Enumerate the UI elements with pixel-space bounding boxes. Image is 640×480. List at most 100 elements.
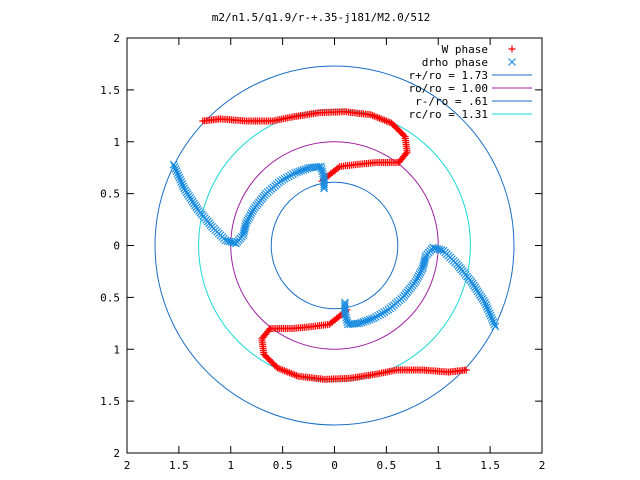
point-1-1-10 xyxy=(481,300,490,309)
point-1-1-85 xyxy=(374,311,382,320)
point-1-1-4 xyxy=(487,313,496,322)
legend-label: rc/ro = 1.31 xyxy=(409,108,488,121)
point-1-0-2 xyxy=(171,164,180,173)
point-1-0-102 xyxy=(318,169,327,178)
y-tick-label: 0.5 xyxy=(100,188,120,201)
circle-2 xyxy=(270,181,399,310)
point-0-0-100 xyxy=(382,117,390,125)
x-tick-label: 1.5 xyxy=(480,459,500,472)
y-tick-label: 0.5 xyxy=(100,291,120,304)
y-tick-label: 0 xyxy=(113,240,120,253)
point-1-0-101 xyxy=(318,167,327,176)
y-tick-label: 1 xyxy=(113,136,120,149)
point-1-1-5 xyxy=(486,311,495,320)
point-1-0-92 xyxy=(301,165,310,174)
point-1-1-58 xyxy=(416,268,425,277)
y-tick-label: 1 xyxy=(113,343,120,356)
legend-label: drho phase xyxy=(422,56,488,69)
point-0-1-97 xyxy=(284,368,292,376)
point-0-1-96 xyxy=(286,369,294,377)
point-0-1-93 xyxy=(291,371,299,379)
point-1-1-86 xyxy=(372,313,380,321)
point-0-0-98 xyxy=(379,116,387,124)
point-1-1-9 xyxy=(482,302,491,311)
point-1-0-82 xyxy=(280,174,289,183)
legend-label: r-/ro = .61 xyxy=(415,95,488,108)
point-1-0-55 xyxy=(241,220,250,229)
point-1-0-56 xyxy=(242,218,251,227)
point-1-1-84 xyxy=(376,310,385,319)
legend-label: W phase xyxy=(442,43,488,56)
y-tick-label: 2 xyxy=(113,447,120,460)
point-1-1-56 xyxy=(418,264,427,273)
y-tick-label: 1.5 xyxy=(100,395,120,408)
legend-label: r+/ro = 1.73 xyxy=(409,69,488,82)
point-1-1-101 xyxy=(342,315,351,324)
point-1-1-8 xyxy=(483,305,492,313)
point-1-0-85 xyxy=(287,171,295,180)
point-1-1-62 xyxy=(412,275,421,284)
point-1-1-83 xyxy=(378,309,387,318)
point-1-0-99 xyxy=(317,162,325,171)
point-1-0-109 xyxy=(320,184,329,193)
legend-marker xyxy=(508,58,516,66)
circle-0 xyxy=(154,65,515,426)
point-1-1-90 xyxy=(363,316,372,325)
x-tick-label: 1 xyxy=(227,459,234,472)
point-1-1-100 xyxy=(343,318,352,326)
point-1-0-58 xyxy=(244,214,253,223)
point-0-0-96 xyxy=(375,114,383,122)
point-1-1-87 xyxy=(370,314,378,323)
point-1-1-61 xyxy=(413,274,422,282)
point-1-0-9 xyxy=(178,180,187,189)
point-1-0-89 xyxy=(295,167,304,176)
point-1-1-80 xyxy=(384,305,393,314)
point-0-1-91 xyxy=(294,372,302,380)
point-1-1-92 xyxy=(359,317,368,326)
point-1-1-6 xyxy=(485,309,494,318)
point-1-1-2 xyxy=(489,318,498,327)
x-tick-label: 0.5 xyxy=(376,459,396,472)
point-0-1-127 xyxy=(265,326,273,334)
point-0-1-99 xyxy=(280,367,288,375)
point-0-0-99 xyxy=(381,116,389,124)
point-1-1-0 xyxy=(491,322,500,331)
point-1-0-59 xyxy=(245,212,254,221)
point-0-0-91 xyxy=(367,111,375,119)
point-1-1-89 xyxy=(365,315,374,324)
point-0-1-101 xyxy=(277,365,285,373)
point-0-0-97 xyxy=(377,115,385,123)
point-1-0-80 xyxy=(276,177,285,186)
x-tick-label: 0 xyxy=(331,459,338,472)
point-1-1-102 xyxy=(342,313,351,322)
point-0-0-127 xyxy=(396,157,404,165)
point-1-0-81 xyxy=(278,176,287,184)
point-0-0-94 xyxy=(372,113,380,121)
point-1-0-91 xyxy=(299,165,308,174)
x-tick-label: 2 xyxy=(539,459,546,472)
x-tick-label: 0.5 xyxy=(273,459,293,472)
point-1-0-90 xyxy=(297,166,306,175)
circle-3 xyxy=(198,109,471,382)
point-1-1-1 xyxy=(490,320,499,329)
point-1-1-3 xyxy=(488,315,497,324)
point-0-1-95 xyxy=(287,369,295,377)
point-1-0-10 xyxy=(179,182,188,191)
point-0-1-98 xyxy=(282,367,290,375)
point-1-0-0 xyxy=(169,160,178,169)
point-1-1-108 xyxy=(340,300,349,309)
point-1-0-3 xyxy=(172,167,181,176)
chart-title: m2/n1.5/q1.9/r-+.35-j181/M2.0/512 xyxy=(212,11,431,24)
point-1-1-82 xyxy=(380,308,389,317)
point-1-1-99 xyxy=(344,320,352,329)
point-1-0-4 xyxy=(173,169,182,178)
point-1-0-6 xyxy=(175,173,184,182)
point-1-0-88 xyxy=(293,168,302,177)
point-1-0-86 xyxy=(289,170,297,178)
point-0-1-100 xyxy=(279,366,287,374)
point-0-0-92 xyxy=(369,111,377,119)
x-tick-label: 2 xyxy=(124,459,131,472)
